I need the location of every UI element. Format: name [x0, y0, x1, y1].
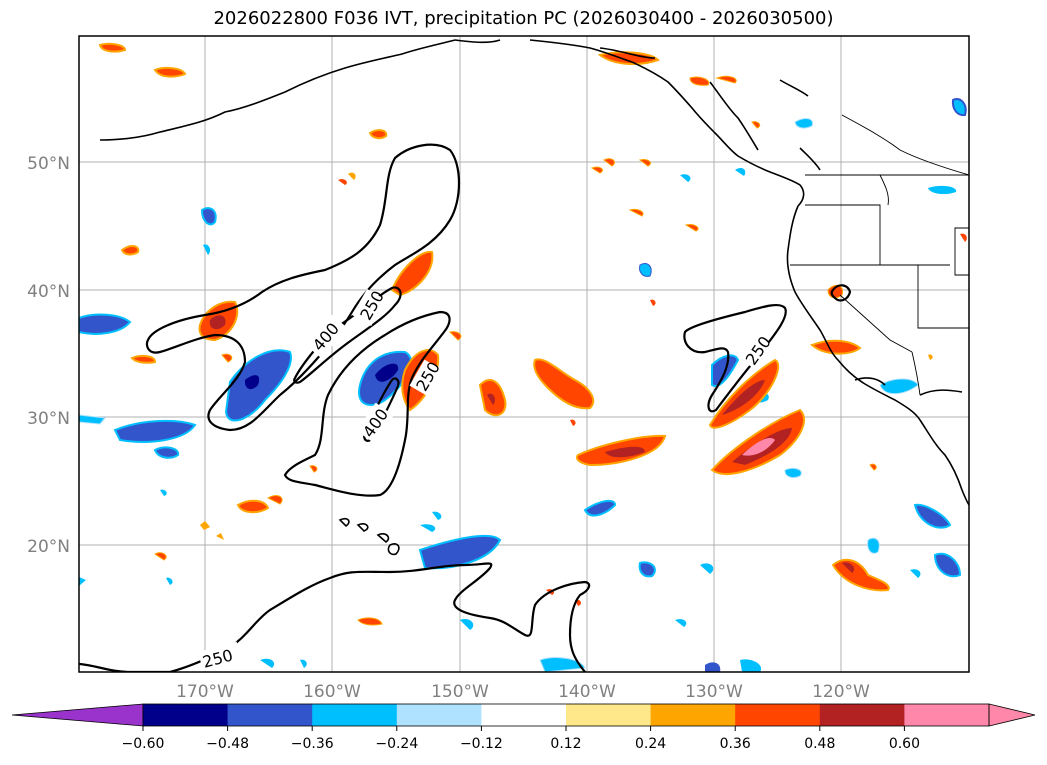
colorbar-segment — [904, 704, 990, 726]
colorbar-tick-label: −0.36 — [291, 736, 334, 752]
colorbar-tick-label: −0.12 — [460, 736, 503, 752]
lat-tick-label: 40°N — [27, 282, 70, 302]
lon-tick-label: 130°W — [685, 682, 743, 702]
lon-tick-label: 170°W — [176, 682, 234, 702]
colorbar-tick-label: 0.48 — [804, 736, 835, 752]
colorbar-segment — [396, 704, 482, 726]
lat-tick-label: 30°N — [27, 409, 70, 429]
colorbar-segments — [11, 703, 1036, 727]
colorbar-segment — [143, 704, 229, 726]
political-boundaries — [790, 114, 969, 396]
colorbar-extend-high — [988, 703, 1036, 727]
colorbar-segment — [819, 704, 905, 726]
map-frame — [78, 35, 970, 673]
coastlines — [99, 39, 969, 556]
colorbar: −0.60 −0.48 −0.36 −0.24 −0.12 0.12 0.24 0.36 0.4… — [11, 703, 1036, 752]
colorbar-tick-label: 0.36 — [720, 736, 751, 752]
lon-tick-label: 150°W — [431, 682, 489, 702]
lon-tick-label: 140°W — [558, 682, 616, 702]
colorbar-segment — [312, 704, 398, 726]
lat-tick-label: 20°N — [27, 537, 70, 557]
precip-anomaly-fields — [79, 42, 967, 672]
colorbar-tick-label: −0.48 — [206, 736, 249, 752]
lat-tick-label: 50°N — [27, 154, 70, 174]
colorbar-tick-label: 0.12 — [550, 736, 581, 752]
colorbar-segment — [227, 704, 313, 726]
colorbar-segment — [650, 704, 736, 726]
colorbar-segment — [566, 704, 652, 726]
map-title: 2026022800 F036 IVT, precipitation PC (2… — [213, 8, 834, 29]
lon-tick-label: 120°W — [812, 682, 870, 702]
lat-tick-labels: 50°N 40°N 30°N 20°N — [27, 154, 70, 557]
colorbar-segment — [735, 704, 821, 726]
colorbar-tick-label: 0.24 — [635, 736, 666, 752]
lon-tick-label: 160°W — [303, 682, 361, 702]
colorbar-tick-label: −0.24 — [375, 736, 418, 752]
colorbar-extend-low — [11, 703, 144, 727]
colorbar-tick-label: 0.60 — [889, 736, 920, 752]
contour-label: 250 — [200, 646, 234, 672]
lon-tick-labels: 170°W 160°W 150°W 140°W 130°W 120°W — [176, 682, 870, 702]
colorbar-ticks: −0.60 −0.48 −0.36 −0.24 −0.12 0.12 0.24 0.36 0.4… — [122, 726, 920, 752]
colorbar-segment — [481, 704, 567, 726]
colorbar-tick-label: −0.60 — [122, 736, 165, 752]
